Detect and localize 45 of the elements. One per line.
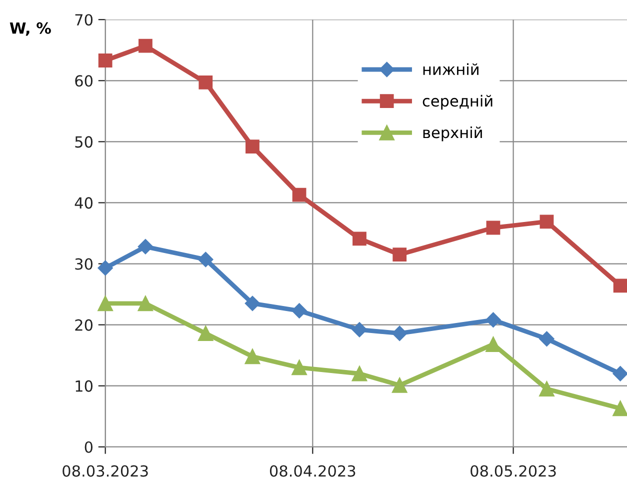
x-tick-label: 08.05.2023: [470, 465, 556, 477]
point: [246, 140, 260, 154]
y-axis-title: W, %: [10, 22, 51, 36]
x-tick-label: 08.04.2023: [270, 465, 356, 477]
point: [292, 303, 307, 318]
y-tick-label: 70: [75, 14, 93, 26]
point: [352, 322, 368, 338]
point: [292, 360, 307, 376]
legend-label: верхній: [423, 126, 482, 142]
point: [138, 296, 154, 312]
point: [98, 260, 113, 276]
point: [98, 296, 113, 312]
point: [486, 312, 501, 328]
y-tick-label: 60: [75, 75, 93, 87]
point: [392, 248, 407, 262]
point: [244, 348, 260, 364]
y-tick-label: 50: [75, 136, 93, 148]
point: [539, 331, 554, 346]
point: [612, 400, 627, 416]
y-tick-label: 40: [74, 197, 93, 209]
legend-label: нижній: [423, 63, 478, 75]
point: [540, 214, 554, 229]
point: [138, 38, 152, 53]
point: [244, 296, 260, 312]
point: [98, 54, 112, 68]
point: [198, 252, 214, 268]
y-tick-label: 0: [84, 441, 93, 453]
x-tick-label: 08.03.2023: [62, 465, 148, 477]
point: [612, 366, 627, 382]
point: [613, 278, 627, 293]
y-tick-label: 10: [76, 380, 93, 392]
point: [198, 76, 213, 90]
point: [198, 326, 214, 341]
point: [486, 336, 501, 352]
y-tick-label: 20: [75, 319, 93, 331]
point: [352, 232, 366, 246]
point: [292, 188, 306, 202]
point: [138, 239, 154, 254]
y-tick-label: 30: [75, 258, 93, 270]
point: [392, 326, 408, 341]
point: [539, 381, 554, 397]
legend-label: середній: [422, 94, 492, 110]
point: [392, 378, 408, 393]
point: [352, 366, 368, 382]
point: [486, 220, 500, 235]
